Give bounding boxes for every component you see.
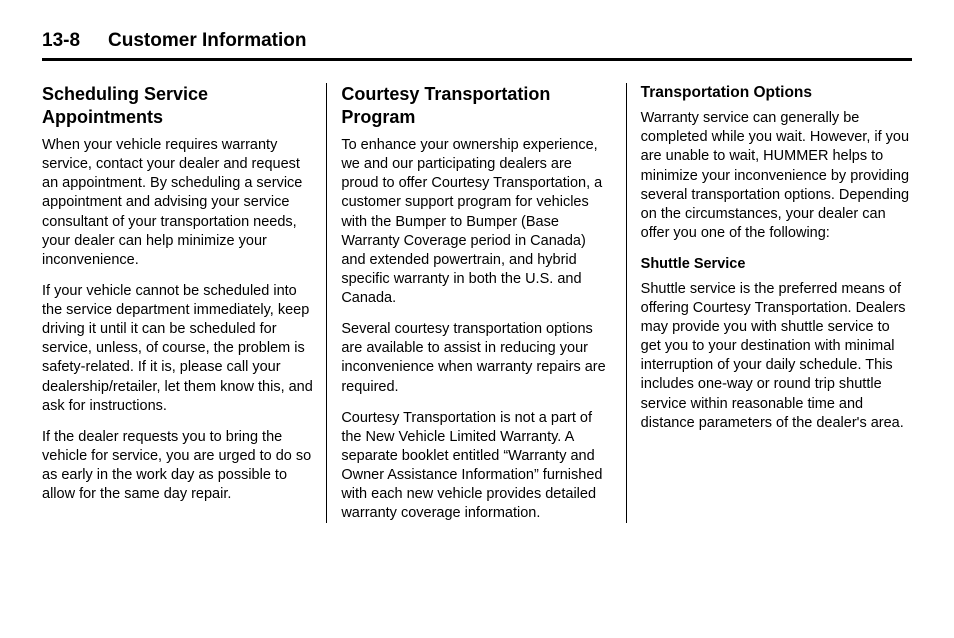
paragraph: To enhance your ownership experience, we… (341, 136, 612, 308)
paragraph: Courtesy Transportation is not a part of… (341, 409, 612, 524)
paragraph: Warranty service can generally be comple… (641, 109, 912, 243)
section-heading-courtesy: Courtesy Transportation Program (341, 83, 612, 128)
sub-heading-transportation-options: Transportation Options (641, 83, 912, 103)
paragraph: If your vehicle cannot be scheduled into… (42, 282, 313, 416)
paragraph: Shuttle service is the preferred means o… (641, 280, 912, 433)
section-heading-scheduling: Scheduling Service Appointments (42, 83, 313, 128)
page-number: 13-8 (42, 30, 80, 52)
chapter-title: Customer Information (108, 30, 306, 52)
page-header: 13-8 Customer Information (42, 30, 912, 61)
paragraph: When your vehicle requires warranty serv… (42, 136, 313, 270)
column-3: Transportation Options Warranty service … (627, 83, 912, 523)
paragraph: If the dealer requests you to bring the … (42, 428, 313, 505)
column-1: Scheduling Service Appointments When you… (42, 83, 327, 523)
content-columns: Scheduling Service Appointments When you… (42, 83, 912, 523)
sub-sub-heading-shuttle: Shuttle Service (641, 255, 912, 274)
paragraph: Several courtesy transportation options … (341, 320, 612, 397)
column-2: Courtesy Transportation Program To enhan… (327, 83, 626, 523)
